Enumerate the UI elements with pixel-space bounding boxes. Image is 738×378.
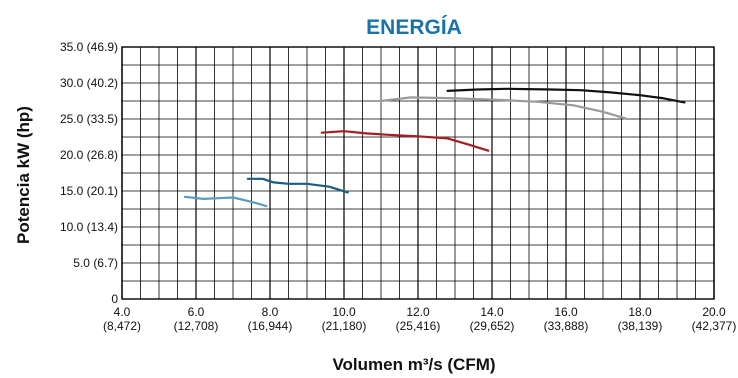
series-line-1: [183, 195, 268, 208]
y-tick-label: 30.0 (40.2): [60, 76, 118, 90]
x-tick-sublabel: (38,139): [618, 319, 663, 333]
x-tick-sublabel: (25,416): [396, 319, 441, 333]
y-tick-label: 10.0 (13.4): [60, 220, 118, 234]
series-group: [183, 87, 686, 208]
y-tick-label: 5.0 (6.7): [73, 256, 118, 270]
x-tick-label: 16.0: [554, 305, 578, 319]
x-tick-sublabel: (16,944): [248, 319, 293, 333]
x-tick-sublabel: (33,888): [544, 319, 589, 333]
y-tick-label: 20.0 (26.8): [60, 148, 118, 162]
x-tick-sublabel: (8,472): [103, 319, 141, 333]
series-line-2: [246, 177, 349, 194]
x-tick-sublabel: (42,377): [692, 319, 737, 333]
y-axis-label: Potencia kW (hp): [14, 106, 33, 244]
chart-title: ENERGÍA: [366, 16, 462, 39]
x-tick-label: 10.0: [332, 305, 356, 319]
series-line-5: [446, 87, 686, 104]
x-tick-sublabel: (29,652): [470, 319, 515, 333]
x-tick-labels: 4.0(8,472) 6.0(12,708) 8.0(16,944) 10.0(21,…: [103, 305, 736, 333]
x-tick-sublabel: (12,708): [174, 319, 219, 333]
y-tick-labels: 0 5.0 (6.7) 10.0 (13.4) 15.0 (20.1) 20.0 (26…: [60, 40, 118, 306]
x-tick-label: 14.0: [480, 305, 504, 319]
x-tick-sublabel: (21,180): [322, 319, 367, 333]
x-tick-label: 18.0: [628, 305, 652, 319]
x-tick-label: 12.0: [406, 305, 430, 319]
y-tick-label: 25.0 (33.5): [60, 112, 118, 126]
y-tick-label: 15.0 (20.1): [60, 184, 118, 198]
plot-frame: [121, 46, 715, 300]
x-axis-label: Volumen m³/s (CFM): [332, 355, 495, 374]
grid: [121, 46, 715, 300]
series-line-3: [320, 130, 490, 152]
x-tick-label: 6.0: [188, 305, 205, 319]
series-line-4: [379, 96, 627, 120]
y-tick-label: 0: [111, 292, 118, 306]
y-tick-label: 35.0 (46.9): [60, 40, 118, 54]
x-tick-label: 8.0: [262, 305, 279, 319]
x-tick-label: 20.0: [702, 305, 726, 319]
x-tick-label: 4.0: [114, 305, 131, 319]
